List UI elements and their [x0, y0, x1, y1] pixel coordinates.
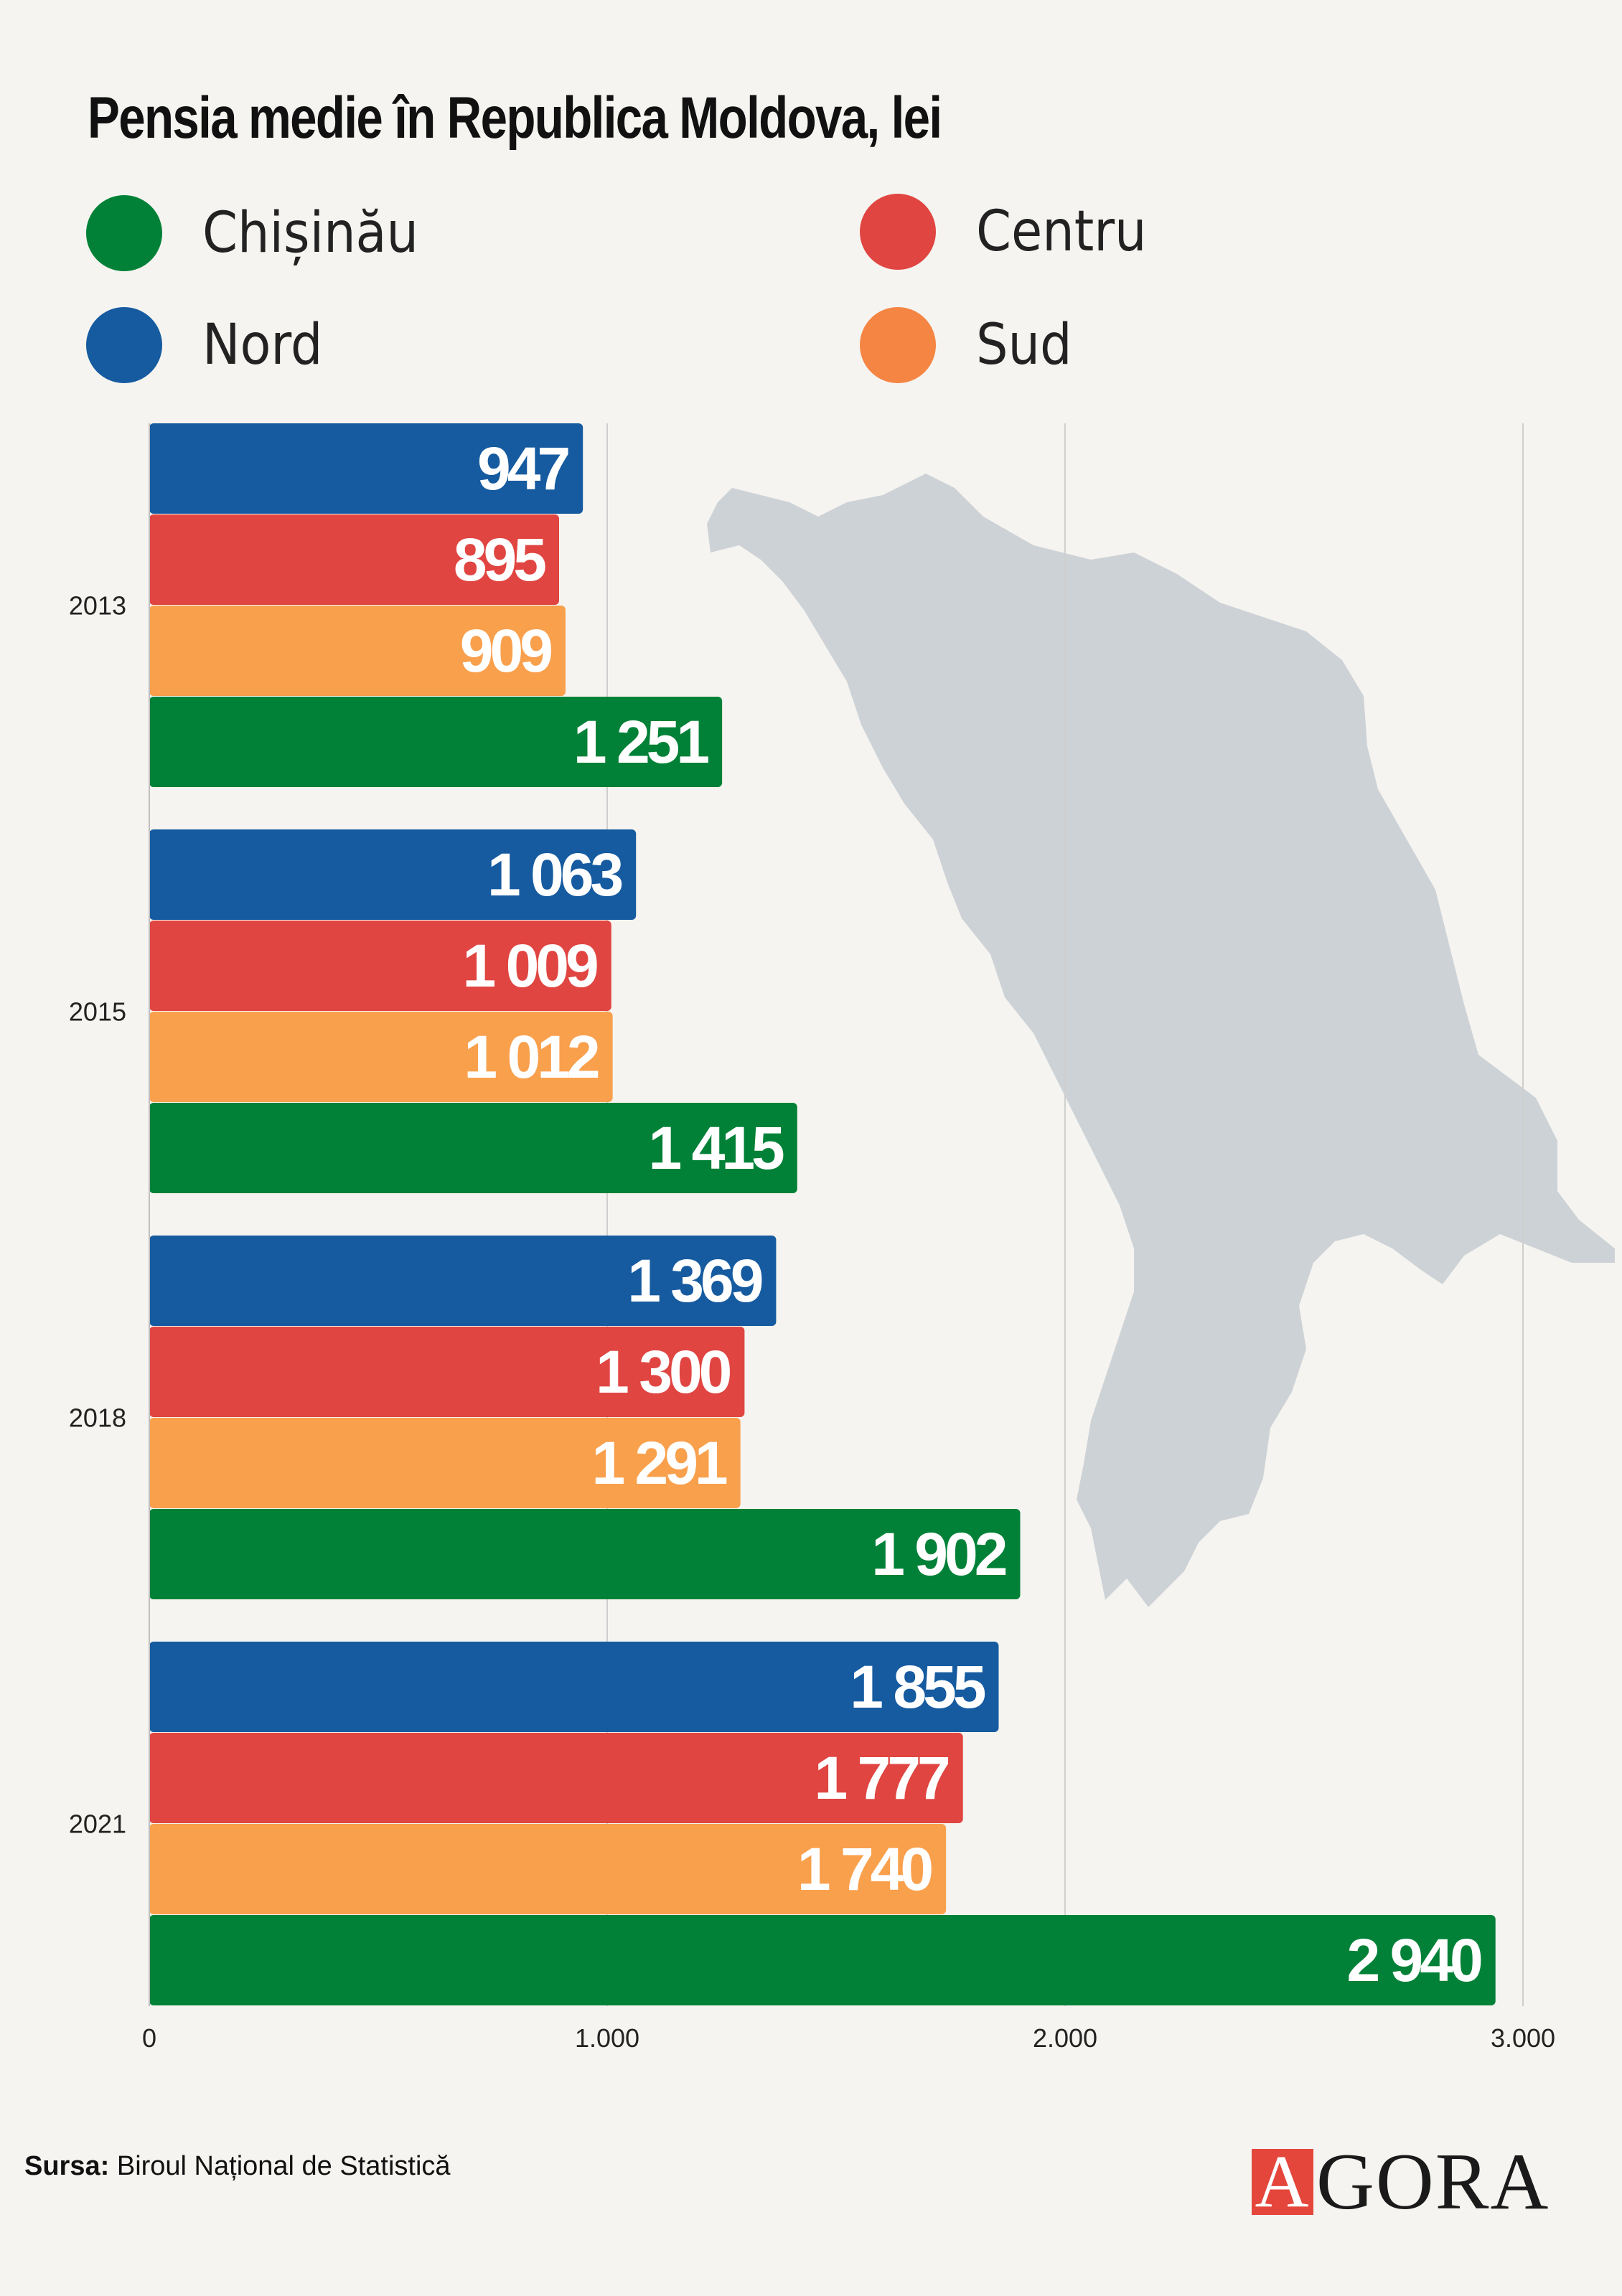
legend-dot: [860, 194, 936, 270]
bar-centru-2013: [149, 514, 560, 605]
bar-value-label: 1 740: [797, 1835, 932, 1903]
logo-text: GORA: [1316, 2137, 1550, 2226]
legend-dot: [860, 307, 936, 383]
legend-label: Sud: [976, 313, 1072, 377]
bar-value-label: 1 855: [850, 1653, 985, 1721]
legend-item-nord: Nord: [86, 306, 322, 385]
bar-value-label: 1 300: [596, 1338, 730, 1406]
x-tick-label: 2.000: [1033, 2023, 1097, 2053]
bar-nord-2015: [149, 829, 637, 920]
source-text: Biroul Național de Statistică: [116, 2151, 451, 2181]
bar-value-label: 1 009: [463, 932, 597, 999]
agora-logo: A GORA: [1252, 2137, 1550, 2226]
bar-chișinău-2015: [149, 1103, 797, 1193]
bar-value-label: 1 291: [591, 1429, 726, 1497]
legend-label: Nord: [202, 313, 323, 377]
bar-value-label: 1 251: [573, 708, 708, 776]
legend-dot: [86, 195, 162, 271]
x-tick-label: 3.000: [1491, 2023, 1555, 2053]
y-category-label: 2018: [69, 1403, 126, 1433]
y-category-label: 2013: [69, 591, 126, 621]
bar-sud-2013: [149, 606, 566, 696]
bar-chart: 947 895 909 1 251 1 063 1 009 1 012 1 415 1 369 1…: [69, 423, 1615, 2053]
legend-item-centru: Centru: [860, 192, 1147, 271]
bar-value-label: 2 940: [1347, 1926, 1481, 1994]
bar-chișinău-2013: [149, 697, 723, 787]
chart-title: Pensia medie în Republica Moldova, lei: [88, 85, 942, 151]
y-category-label: 2021: [69, 1810, 126, 1839]
x-tick-label: 1.000: [575, 2023, 639, 2053]
x-tick-label: 0: [142, 2023, 156, 2053]
bar-value-label: 1 415: [649, 1114, 784, 1182]
bar-sud-2018: [149, 1418, 741, 1508]
bar-chișinău-2018: [149, 1509, 1021, 1599]
bar-sud-2021: [149, 1824, 947, 1914]
bar-value-label: 909: [460, 617, 551, 684]
bar-chișinău-2021: [149, 1915, 1496, 2005]
y-category-label: 2015: [69, 997, 126, 1027]
moldova-map-icon: [707, 474, 1615, 1607]
bar-value-label: 947: [477, 435, 568, 502]
bar-centru-2018: [149, 1327, 745, 1417]
logo-mark: A: [1252, 2145, 1313, 2219]
bar-nord-2021: [149, 1642, 999, 1732]
bar-value-label: 1 012: [464, 1023, 598, 1091]
bar-value-label: 1 063: [487, 841, 622, 908]
bar-value-label: 1 777: [815, 1744, 949, 1812]
bar-centru-2015: [149, 921, 611, 1011]
bar-nord-2018: [149, 1236, 777, 1326]
source-prefix: Sursa:: [24, 2151, 110, 2181]
bar-centru-2021: [149, 1733, 963, 1823]
legend-dot: [86, 307, 162, 383]
bar-value-label: 1 902: [871, 1520, 1005, 1588]
bar-value-label: 1 369: [627, 1247, 761, 1314]
bar-nord-2013: [149, 423, 583, 514]
legend-label: Chișinău: [202, 201, 419, 265]
legend-item-sud: Sud: [860, 306, 1072, 385]
legend-item-chisinau: Chișinău: [86, 194, 418, 273]
bar-value-label: 895: [454, 526, 545, 593]
source-note: Sursa: Biroul Național de Statistică: [24, 2151, 451, 2182]
legend-label: Centru: [976, 199, 1147, 264]
bar-sud-2015: [149, 1012, 613, 1102]
